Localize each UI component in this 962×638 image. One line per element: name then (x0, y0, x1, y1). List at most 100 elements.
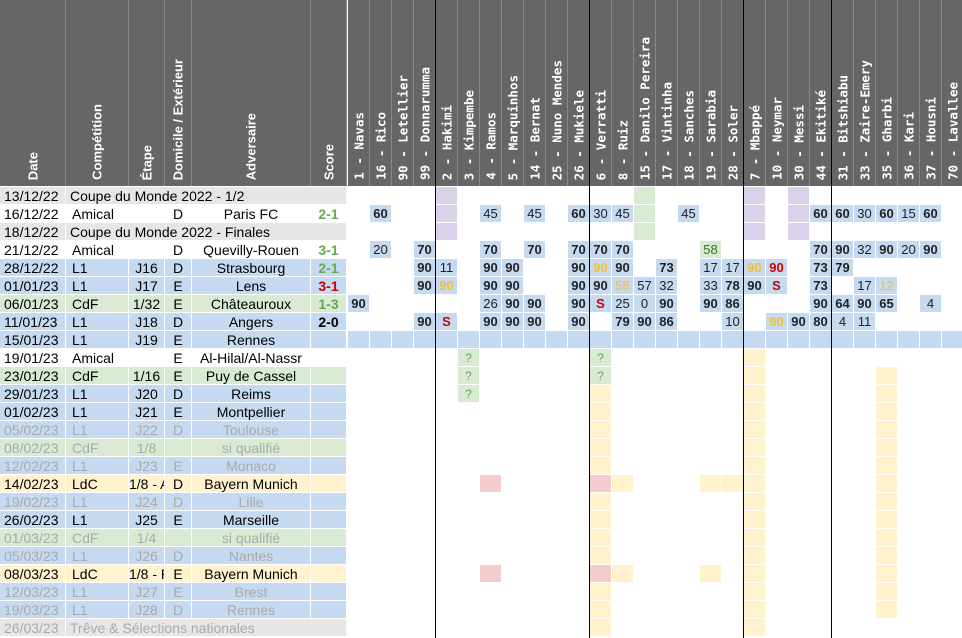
header-player-10[interactable]: 26 - Mukiele (568, 0, 590, 186)
cell-minutes[interactable] (370, 313, 392, 331)
cell-minutes[interactable] (568, 187, 590, 205)
cell-minutes[interactable] (788, 601, 810, 619)
cell-minutes[interactable] (656, 583, 678, 601)
cell-minutes[interactable] (634, 475, 656, 493)
cell-domicile[interactable]: D (165, 601, 192, 619)
cell-minutes[interactable] (458, 313, 480, 331)
cell-minutes[interactable] (392, 205, 414, 223)
cell-domicile[interactable]: D (165, 259, 192, 277)
cell-minutes[interactable] (942, 547, 962, 565)
cell-minutes[interactable] (458, 331, 480, 349)
cell-domicile[interactable]: E (165, 457, 192, 475)
cell-minutes[interactable] (458, 619, 480, 637)
cell-minutes[interactable] (612, 619, 634, 637)
cell-domicile[interactable]: E (165, 565, 192, 583)
cell-minutes[interactable] (700, 313, 722, 331)
cell-minutes[interactable] (370, 493, 392, 511)
cell-minutes[interactable] (348, 601, 370, 619)
cell-minutes[interactable] (370, 619, 392, 637)
cell-minutes[interactable] (436, 349, 458, 367)
cell-minutes[interactable] (876, 583, 898, 601)
cell-minutes[interactable] (348, 511, 370, 529)
cell-minutes[interactable] (656, 529, 678, 547)
cell-adversaire[interactable]: Montpellier (192, 403, 311, 421)
cell-minutes[interactable] (810, 529, 832, 547)
header-player-5[interactable]: 3 - Kimpembe (458, 0, 480, 186)
cell-minutes[interactable] (612, 385, 634, 403)
cell-minutes[interactable] (392, 529, 414, 547)
cell-minutes[interactable] (854, 547, 876, 565)
cell-date[interactable]: 28/12/22 (0, 259, 66, 277)
cell-minutes[interactable] (546, 439, 568, 457)
cell-competition[interactable]: Amical (66, 349, 129, 367)
cell-date[interactable]: 21/12/22 (0, 241, 66, 259)
cell-adversaire[interactable]: Châteauroux (192, 295, 311, 313)
cell-minutes[interactable] (590, 331, 612, 349)
cell-minutes[interactable] (920, 601, 942, 619)
cell-minutes[interactable] (722, 385, 744, 403)
cell-minutes[interactable] (942, 187, 962, 205)
cell-minutes[interactable] (348, 529, 370, 547)
cell-minutes[interactable]: 60 (832, 205, 854, 223)
cell-minutes[interactable] (502, 187, 524, 205)
cell-minutes[interactable] (546, 547, 568, 565)
cell-minutes[interactable] (436, 367, 458, 385)
cell-minutes[interactable]: 15 (898, 205, 920, 223)
cell-score[interactable] (311, 511, 347, 529)
cell-minutes[interactable] (612, 547, 634, 565)
cell-minutes[interactable]: 90 (744, 277, 766, 295)
cell-minutes[interactable] (766, 475, 788, 493)
cell-minutes[interactable] (722, 601, 744, 619)
cell-competition[interactable]: L1 (66, 493, 129, 511)
cell-minutes[interactable] (722, 619, 744, 637)
cell-minutes[interactable] (590, 475, 612, 493)
cell-minutes[interactable] (502, 511, 524, 529)
cell-minutes[interactable]: 20 (370, 241, 392, 259)
cell-minutes[interactable] (700, 475, 722, 493)
cell-minutes[interactable] (568, 583, 590, 601)
cell-competition[interactable]: L1 (66, 547, 129, 565)
cell-etape[interactable] (129, 349, 165, 367)
cell-minutes[interactable] (634, 187, 656, 205)
cell-competition[interactable]: Amical (66, 241, 129, 259)
cell-competition[interactable]: L1 (66, 385, 129, 403)
cell-minutes[interactable] (854, 439, 876, 457)
cell-minutes[interactable] (744, 439, 766, 457)
cell-minutes[interactable] (568, 601, 590, 619)
cell-minutes[interactable] (590, 313, 612, 331)
cell-minutes[interactable]: 33 (700, 277, 722, 295)
header-comp[interactable]: Compétition (66, 0, 129, 186)
cell-minutes[interactable] (942, 493, 962, 511)
header-player-21[interactable]: 44 - Ekitiké (810, 0, 832, 186)
cell-minutes[interactable]: 73 (810, 277, 832, 295)
cell-competition[interactable]: L1 (66, 259, 129, 277)
cell-minutes[interactable] (524, 367, 546, 385)
header-player-6[interactable]: 4 - Ramos (480, 0, 502, 186)
cell-date[interactable]: 12/03/23 (0, 583, 66, 601)
cell-minutes[interactable]: 30 (854, 205, 876, 223)
cell-adversaire[interactable]: Angers (192, 313, 311, 331)
cell-minutes[interactable] (458, 439, 480, 457)
cell-minutes[interactable]: 4 (832, 313, 854, 331)
cell-minutes[interactable] (832, 547, 854, 565)
cell-minutes[interactable] (414, 295, 436, 313)
cell-minutes[interactable]: 73 (810, 259, 832, 277)
cell-minutes[interactable] (788, 331, 810, 349)
cell-minutes[interactable]: 17 (722, 259, 744, 277)
cell-minutes[interactable] (348, 259, 370, 277)
cell-minutes[interactable] (810, 619, 832, 637)
cell-minutes[interactable] (898, 547, 920, 565)
cell-minutes[interactable]: 90 (414, 277, 436, 295)
cell-minutes[interactable] (766, 421, 788, 439)
cell-minutes[interactable] (920, 277, 942, 295)
cell-competition[interactable]: L1 (66, 511, 129, 529)
cell-minutes[interactable] (700, 583, 722, 601)
cell-minutes[interactable]: 90 (480, 313, 502, 331)
header-player-27[interactable]: 70 - Lavallee (942, 0, 962, 186)
cell-minutes[interactable]: 32 (656, 277, 678, 295)
cell-minutes[interactable] (612, 565, 634, 583)
cell-minutes[interactable]: 20 (898, 241, 920, 259)
cell-minutes[interactable]: 11 (436, 259, 458, 277)
cell-minutes[interactable] (788, 295, 810, 313)
cell-minutes[interactable] (678, 277, 700, 295)
